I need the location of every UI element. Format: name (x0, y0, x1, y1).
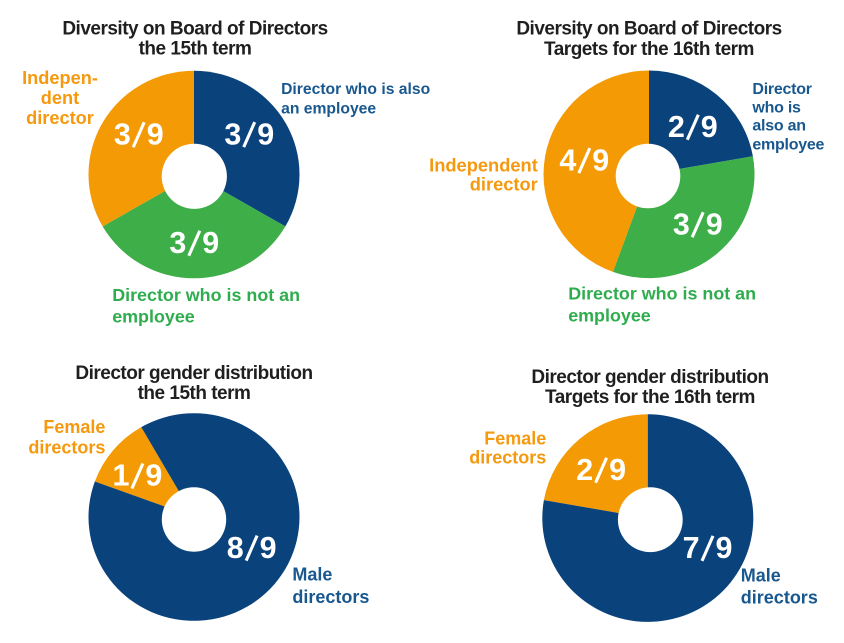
svg-text:3: 3 (169, 226, 186, 260)
svg-text:Targets for the 16th term: Targets for the 16th term (544, 39, 754, 60)
svg-text:an employee: an employee (281, 100, 376, 117)
svg-text:3: 3 (673, 207, 690, 241)
svg-text:directors: directors (469, 447, 546, 467)
svg-text:Female: Female (43, 417, 105, 437)
svg-text:Director who is also: Director who is also (281, 81, 430, 98)
svg-text:9: 9 (145, 459, 162, 493)
svg-text:9: 9 (716, 531, 733, 565)
svg-text:8: 8 (227, 531, 244, 565)
svg-text:4: 4 (559, 143, 576, 177)
svg-text:2: 2 (668, 110, 685, 144)
svg-text:employee: employee (568, 305, 651, 325)
svg-text:who is: who is (751, 100, 801, 117)
svg-text:Male: Male (741, 565, 781, 585)
svg-text:Male: Male (292, 565, 332, 585)
svg-text:9: 9 (592, 143, 609, 177)
svg-text:9: 9 (202, 226, 219, 260)
svg-text:Director who is not an: Director who is not an (568, 284, 756, 304)
svg-text:Director gender distribution: Director gender distribution (75, 363, 312, 384)
svg-text:dent: dent (41, 88, 79, 108)
svg-text:employee: employee (752, 136, 824, 153)
svg-text:Indepen-: Indepen- (22, 68, 98, 88)
svg-text:9: 9 (257, 117, 274, 151)
svg-text:Director who is not an: Director who is not an (112, 285, 300, 305)
svg-text:1: 1 (113, 459, 130, 493)
svg-text:2: 2 (576, 453, 593, 487)
svg-text:Director gender distribution: Director gender distribution (531, 367, 768, 388)
svg-text:9: 9 (260, 531, 277, 565)
svg-text:Female: Female (484, 428, 546, 448)
svg-text:Director: Director (752, 81, 811, 98)
svg-text:directors: directors (292, 587, 369, 607)
svg-text:employee: employee (112, 306, 195, 326)
svg-text:7: 7 (683, 531, 700, 565)
svg-text:9: 9 (706, 207, 723, 241)
svg-text:3: 3 (224, 117, 241, 151)
svg-text:Independent: Independent (429, 155, 538, 176)
svg-text:Targets for the 16th term: Targets for the 16th term (545, 387, 755, 408)
svg-text:directors: directors (28, 437, 105, 457)
svg-text:9: 9 (147, 117, 164, 151)
svg-text:director: director (470, 174, 538, 195)
svg-text:also an: also an (752, 118, 805, 135)
svg-text:9: 9 (701, 110, 718, 144)
svg-text:Diversity on Board of Director: Diversity on Board of Directors (62, 19, 327, 40)
svg-text:the 15th term: the 15th term (138, 383, 251, 404)
svg-text:9: 9 (609, 453, 626, 487)
svg-text:director: director (26, 108, 94, 128)
svg-text:Diversity on Board of Director: Diversity on Board of Directors (516, 19, 781, 40)
svg-text:3: 3 (114, 117, 131, 151)
svg-text:directors: directors (741, 587, 818, 607)
svg-text:the 15th term: the 15th term (139, 39, 252, 60)
